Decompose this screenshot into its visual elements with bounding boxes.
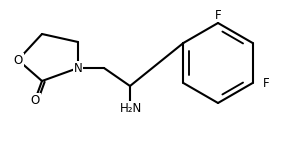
Text: H₂N: H₂N (120, 102, 142, 115)
Text: O: O (13, 53, 22, 66)
Text: F: F (263, 77, 269, 90)
Text: F: F (215, 8, 221, 21)
Text: N: N (74, 62, 82, 74)
Text: O: O (30, 94, 40, 107)
